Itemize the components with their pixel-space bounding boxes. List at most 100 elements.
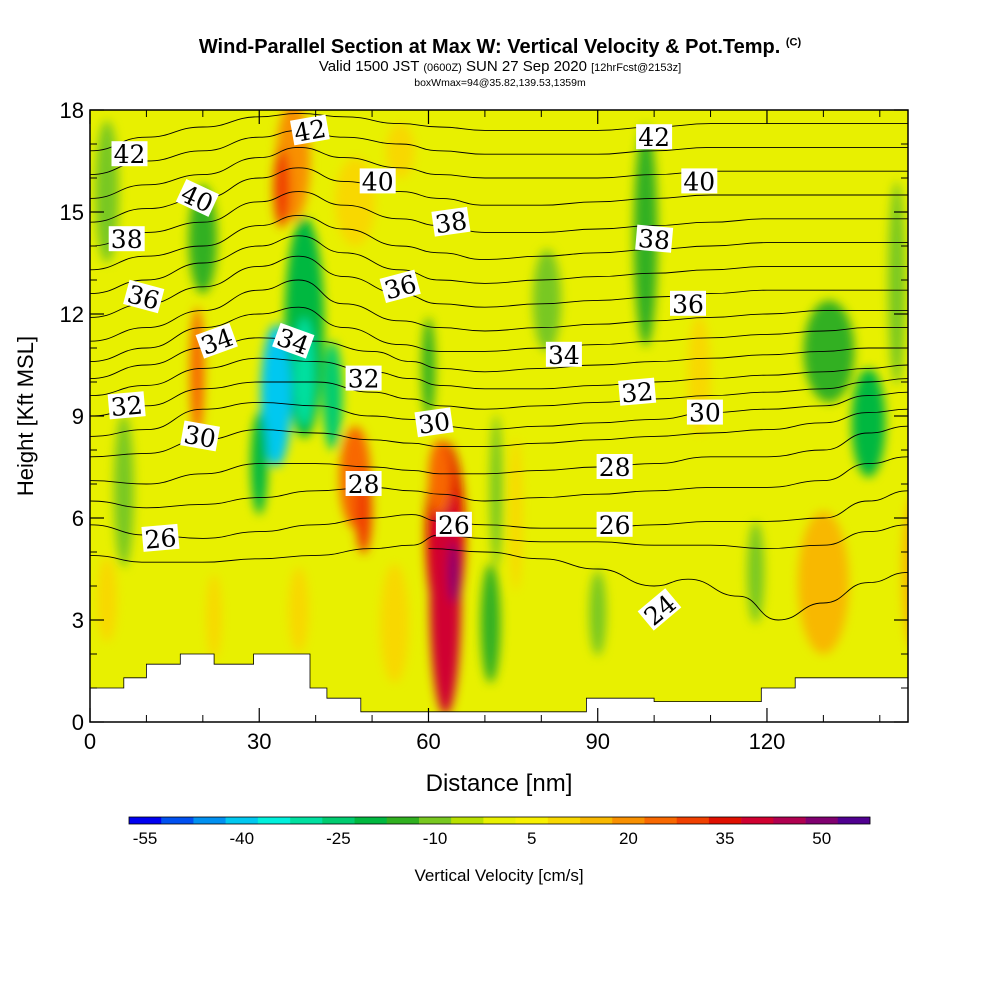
contour-label-box [681, 168, 718, 194]
contour-label-box [345, 365, 382, 391]
theta-contour-38 [90, 214, 908, 271]
w-blob-35 [747, 521, 765, 624]
colorbar-swatch [161, 817, 194, 824]
theta-contour-43 [90, 112, 908, 152]
w-blob-26 [851, 368, 886, 478]
contour-label-2: 42 [636, 123, 673, 152]
contour-label-text: 34 [548, 341, 580, 370]
contour-label-text: 38 [637, 224, 671, 256]
contour-label-box [195, 322, 238, 359]
forecast-info-text: [12hrFcst@2153z] [591, 62, 682, 74]
w-blob-28 [797, 511, 849, 654]
contour-label-box [175, 179, 220, 217]
valid-time-line: Valid 1500 JST (0600Z) SUN 27 Sep 2020 [… [0, 58, 1000, 75]
contour-label-box [596, 454, 633, 479]
y-tick-label: 3 [72, 608, 84, 633]
colorbar-swatch [290, 817, 323, 824]
colorbar-swatch [193, 817, 226, 824]
w-blob-18 [421, 317, 436, 420]
contour-label-text: 32 [348, 365, 380, 394]
colorbar-swatch [322, 817, 355, 824]
theta-contours [90, 112, 908, 621]
contour-label-text: 42 [114, 140, 146, 169]
contour-label-box [435, 511, 472, 537]
w-blob-19 [480, 563, 501, 683]
contour-label-box [107, 391, 146, 420]
theta-contour-36 [90, 255, 908, 318]
theta-contour-42 [90, 129, 908, 176]
w-blob-20 [489, 414, 503, 568]
w-blob-13 [190, 307, 205, 437]
contour-label-box [345, 471, 382, 496]
y-tick-label: 18 [60, 98, 84, 123]
x-axis-label: Distance [nm] [426, 770, 573, 797]
colorbar-swatch [386, 817, 420, 824]
contour-label-17: 32 [618, 377, 657, 409]
valid-date-text: SUN 27 Sep 2020 [466, 58, 587, 75]
colorbar-swatch [676, 817, 710, 824]
w-blob-30 [97, 557, 117, 643]
contour-label-text: 32 [620, 377, 654, 409]
w-blob-16 [428, 439, 452, 515]
colorbar-label: Vertical Velocity [cm/s] [414, 866, 583, 885]
contour-label-box [180, 420, 220, 452]
theta-contour-26 [90, 490, 908, 539]
contour-label-box [379, 269, 421, 304]
y-tick-label: 6 [72, 506, 84, 531]
colorbar-swatch [129, 817, 162, 824]
theta-contour-27 [90, 456, 908, 509]
colorbar-swatch [451, 817, 484, 824]
contour-label-14: 34 [545, 341, 582, 370]
contour-label-box [545, 341, 582, 367]
contour-label-15: 32 [107, 390, 146, 422]
box-info-line: boxWmax=94@35.82,139.53,1359m [414, 77, 586, 89]
contour-label-1: 42 [290, 114, 330, 148]
contour-label-box [431, 206, 471, 237]
contour-label-box [637, 588, 682, 631]
colorbar-tick-label: 50 [812, 829, 831, 848]
w-blob-5 [386, 123, 415, 178]
theta-contour-30 [90, 391, 908, 437]
contour-label-text: 26 [143, 523, 177, 555]
colorbar-tick-label: -40 [230, 829, 255, 848]
contour-label-box [290, 114, 330, 146]
contour-label-25: 26 [596, 511, 633, 540]
colorbar-swatch [418, 817, 452, 824]
w-field-blobs [95, 110, 908, 716]
colorbar-swatch [741, 817, 774, 824]
colorbar-tick-label: 20 [619, 829, 638, 848]
contour-label-box [414, 407, 454, 438]
valid-main-text: Valid 1500 JST [318, 58, 420, 75]
w-blob-22 [532, 249, 562, 352]
colorbar-swatch [483, 817, 516, 824]
colorbar-swatch [580, 817, 613, 824]
y-tick-label: 9 [72, 404, 84, 429]
theta-contour-25 [90, 524, 908, 563]
w-blob-31 [206, 574, 222, 660]
contour-label-box [272, 322, 315, 359]
contour-label-text: 40 [362, 167, 394, 196]
contour-label-4: 40 [359, 167, 396, 196]
copyright-mark: (C) [785, 36, 802, 49]
contour-label-22: 28 [596, 453, 633, 482]
contour-label-11: 36 [670, 290, 706, 319]
y-axis-label: Height [Kft MSL] [13, 336, 38, 496]
chart-title: Wind-Parallel Section at Max W: Vertical… [0, 36, 1000, 59]
y-tick-label: 12 [60, 302, 84, 327]
w-blob-34 [589, 570, 607, 656]
colorbar-tick-label: 5 [527, 829, 536, 848]
y-tick-label: 0 [72, 710, 84, 735]
colorbar-swatch [225, 817, 259, 824]
theta-contour-34 [90, 306, 908, 363]
theta-contour-29 [90, 408, 908, 458]
contour-label-text: 28 [599, 453, 631, 482]
contour-label-box [111, 141, 148, 167]
colorbar-swatch [837, 817, 871, 824]
colorbar-swatch [773, 817, 806, 824]
contour-label-10: 36 [379, 269, 421, 305]
colorbar-swatch [708, 817, 742, 824]
colorbar-swatch [257, 817, 291, 824]
contour-label-5: 40 [681, 167, 718, 196]
